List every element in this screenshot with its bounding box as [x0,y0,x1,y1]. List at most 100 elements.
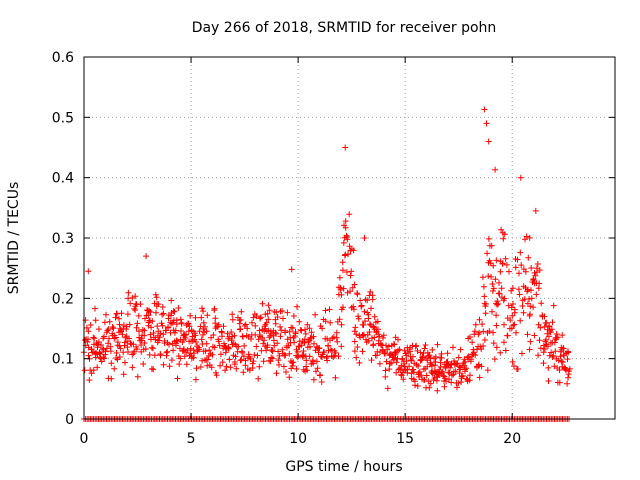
data-point [276,352,283,359]
data-point [556,379,563,386]
data-point [316,345,323,351]
data-point [323,354,330,361]
data-point [240,369,247,376]
peak-data-point [288,266,295,273]
data-point [159,304,166,310]
data-point [273,370,280,377]
data-point [331,352,338,359]
data-point [483,301,489,307]
data-point [275,357,282,364]
data-point [198,314,205,321]
y-tick-label: 0.6 [52,50,74,66]
data-point [497,349,504,356]
data-point [225,345,232,352]
data-point [368,357,375,364]
data-point [229,311,236,318]
x-tick-label: 15 [396,431,414,447]
data-point [538,300,545,307]
data-point [495,300,502,307]
data-point [254,352,261,359]
data-point [432,362,438,369]
peak-data-point [481,106,488,113]
data-point [366,321,373,328]
data-point [250,358,257,365]
data-points [80,106,573,422]
grid-lines [84,57,615,419]
data-point [238,308,245,315]
data-point [564,356,571,363]
data-point [480,328,487,335]
data-point [490,262,497,269]
data-point [432,353,439,360]
data-point [105,326,112,333]
data-point [136,328,142,335]
data-point [360,332,367,339]
data-point [553,331,560,337]
data-point [346,211,353,218]
data-point [275,348,282,355]
data-point [550,352,557,359]
data-point [448,379,455,386]
data-point [327,346,334,353]
data-point [160,331,167,338]
data-point [366,329,373,335]
data-point [333,329,340,336]
data-point [449,372,455,379]
data-point [347,288,354,295]
data-point [81,367,88,374]
data-point [165,324,172,331]
data-point [286,350,293,357]
data-point [133,324,140,331]
data-point [198,336,205,343]
data-point [514,256,521,263]
data-point [178,319,185,326]
data-point [393,359,400,366]
data-point [511,363,517,370]
data-point [294,348,301,355]
data-point [199,357,206,364]
data-point [255,336,262,343]
data-point [228,329,235,336]
data-point [501,321,507,328]
data-point [469,339,476,346]
data-point [419,354,426,361]
data-point [159,311,166,318]
data-point [509,285,516,292]
data-point [498,294,505,301]
data-point [274,340,281,347]
data-point [526,296,533,302]
data-point [197,364,204,370]
data-point [514,366,521,372]
data-point [304,321,311,328]
data-point [334,338,341,345]
data-point [508,325,515,332]
data-point [177,316,184,323]
data-point [221,342,228,349]
data-point [127,340,134,347]
data-point [429,346,436,353]
data-point [125,289,132,296]
data-point [183,331,189,338]
data-point [160,310,167,317]
data-point [203,340,210,347]
data-point [349,284,356,291]
peak-data-point [143,253,150,260]
data-point [527,338,534,345]
data-point [237,326,244,332]
data-point [277,333,284,340]
data-point [478,363,485,370]
data-point [204,362,211,369]
data-point [191,350,198,357]
data-point [145,312,152,319]
data-point [274,314,281,320]
y-tick-label: 0.5 [52,110,74,126]
data-point [187,345,194,352]
data-point [223,363,230,370]
data-point [247,355,254,362]
data-point [354,291,361,298]
data-point [259,300,266,307]
data-point [126,335,133,342]
data-point [527,303,534,310]
data-point [540,360,547,367]
data-point [202,323,208,330]
